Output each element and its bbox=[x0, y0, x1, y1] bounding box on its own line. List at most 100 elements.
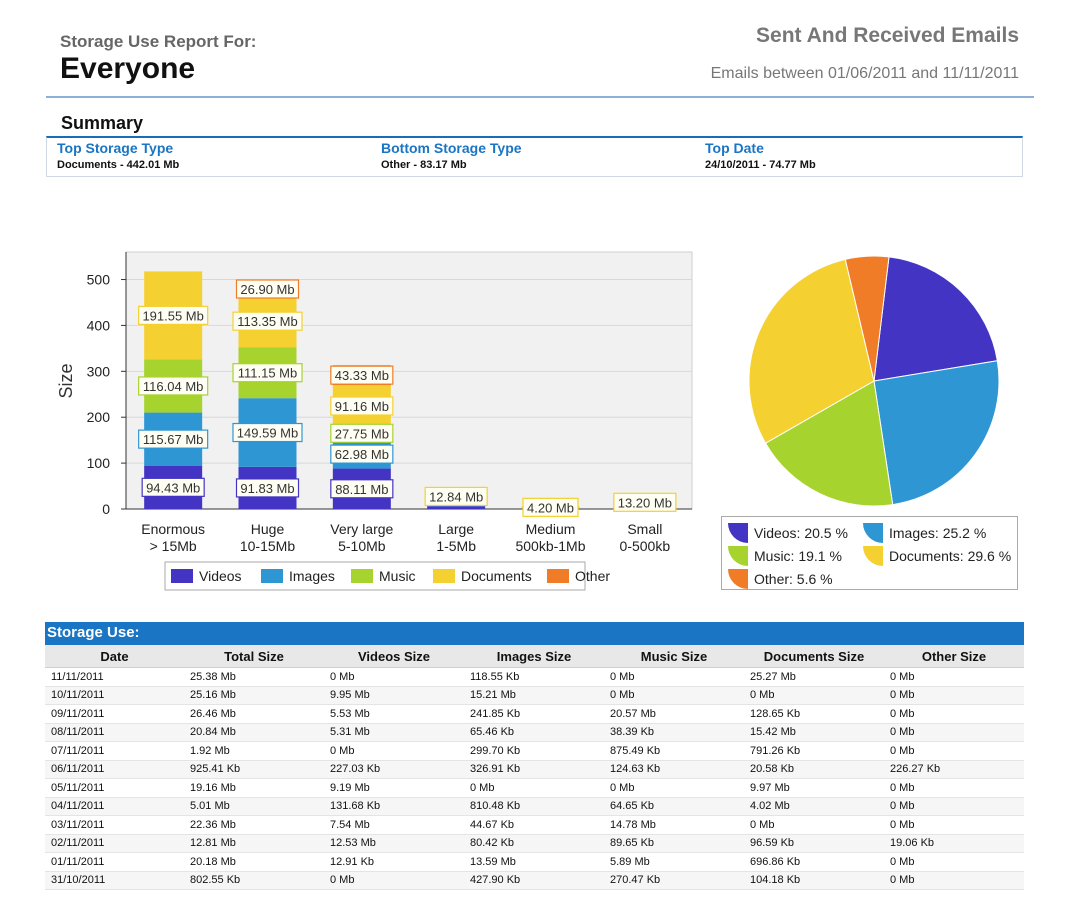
data-label-box bbox=[330, 423, 394, 443]
column-header: Images Size bbox=[464, 645, 604, 668]
table-cell: 0 Mb bbox=[744, 686, 884, 705]
table-cell: 11/11/2011 bbox=[45, 667, 184, 687]
x-tick-label: Large bbox=[438, 521, 474, 537]
table-cell: 925.41 Kb bbox=[184, 760, 324, 779]
table-cell: 791.26 Kb bbox=[744, 741, 884, 761]
table-cell: 0 Mb bbox=[884, 778, 1024, 798]
table-cell: 7.54 Mb bbox=[324, 815, 464, 835]
data-label-box bbox=[330, 396, 394, 416]
storage-use-heading: Storage Use: bbox=[45, 622, 1024, 645]
pie-legend-label: Other: 5.6 % bbox=[754, 571, 833, 587]
legend-label: Videos bbox=[199, 568, 242, 584]
table-cell: 89.65 Kb bbox=[604, 834, 744, 853]
pie-legend-item-documents: Documents: 29.6 % bbox=[863, 546, 1011, 566]
report-for-label: Storage Use Report For: bbox=[60, 32, 257, 51]
legend-label: Other bbox=[575, 568, 610, 584]
bar-legend bbox=[164, 561, 586, 591]
table-cell: 15.42 Mb bbox=[744, 723, 884, 742]
table-cell: 14.78 Mb bbox=[604, 815, 744, 835]
x-tick-label: > 15Mb bbox=[150, 538, 197, 554]
data-label-box bbox=[613, 492, 677, 512]
pie-legend-item-other: Other: 5.6 % bbox=[728, 569, 833, 589]
table-header-row: Date Total Size Videos Size Images Size Musi… bbox=[45, 645, 1024, 668]
y-tick-label: 400 bbox=[87, 317, 111, 333]
table-cell: 04/11/2011 bbox=[45, 797, 184, 816]
pie-legend-label: Images: 25.2 % bbox=[889, 525, 987, 541]
column-header: Videos Size bbox=[324, 645, 464, 668]
table-cell: 0 Mb bbox=[324, 741, 464, 761]
table-cell: 20.58 Kb bbox=[744, 760, 884, 779]
pie-swatch-icon bbox=[728, 546, 748, 566]
data-label: 91.83 Mb bbox=[240, 481, 294, 496]
storage-pie-chart bbox=[748, 255, 1000, 507]
table-cell: 05/11/2011 bbox=[45, 778, 184, 798]
table-cell: 241.85 Kb bbox=[464, 704, 604, 724]
pie-swatch-icon bbox=[863, 546, 883, 566]
summary-label: Top Date bbox=[705, 140, 764, 156]
data-label: 91.16 Mb bbox=[335, 399, 389, 414]
data-label-box bbox=[424, 486, 488, 507]
table-cell: 128.65 Kb bbox=[744, 704, 884, 724]
table-cell: 427.90 Kb bbox=[464, 871, 604, 890]
pie-slice bbox=[764, 380, 894, 507]
data-label-box bbox=[330, 365, 394, 385]
data-label: 26.90 Mb bbox=[240, 282, 294, 297]
summary-top-storage-type: Top Storage Type Documents - 442.01 Mb bbox=[57, 140, 179, 171]
table-row: 01/11/2011 20.18 Mb 12.91 Kb 13.59 Mb 5.89 M… bbox=[45, 852, 1024, 872]
column-header: Other Size bbox=[884, 645, 1024, 668]
table-cell: 131.68 Kb bbox=[324, 797, 464, 816]
summary-heading: Summary bbox=[61, 113, 144, 133]
table-cell: 0 Mb bbox=[464, 778, 604, 798]
legend-swatch bbox=[547, 569, 569, 583]
table-cell: 0 Mb bbox=[884, 704, 1024, 724]
x-tick-label: 1-5Mb bbox=[436, 538, 476, 554]
summary-label: Bottom Storage Type bbox=[381, 140, 522, 156]
table-cell: 0 Mb bbox=[324, 871, 464, 890]
table-cell: 19.16 Mb bbox=[184, 778, 324, 798]
table-cell: 299.70 Kb bbox=[464, 741, 604, 761]
summary-value: Other - 83.17 Mb bbox=[381, 159, 467, 171]
table-cell: 20.18 Mb bbox=[184, 852, 324, 872]
summary-value: 24/10/2011 - 74.77 Mb bbox=[705, 159, 816, 171]
data-label-box bbox=[232, 422, 303, 443]
table-cell: 326.91 Kb bbox=[464, 760, 604, 779]
pie-swatch-icon bbox=[728, 569, 748, 589]
table-cell: 31/10/2011 bbox=[45, 871, 184, 890]
summary-label: Top Storage Type bbox=[57, 140, 174, 156]
table-cell: 44.67 Kb bbox=[464, 815, 604, 835]
pie-slice bbox=[873, 256, 998, 382]
x-tick-label: Medium bbox=[526, 521, 576, 537]
data-label: 116.04 Mb bbox=[143, 379, 203, 394]
table-cell: 15.21 Mb bbox=[464, 686, 604, 705]
table-cell: 810.48 Kb bbox=[464, 797, 604, 816]
data-label: 149.59 Mb bbox=[237, 426, 298, 441]
data-label-box bbox=[235, 279, 300, 299]
x-tick-label: 0-500kb bbox=[620, 538, 671, 554]
table-cell: 0 Mb bbox=[884, 871, 1024, 890]
table-cell: 12.91 Kb bbox=[324, 852, 464, 872]
pie-legend-label: Videos: 20.5 % bbox=[754, 525, 848, 541]
table-cell: 06/11/2011 bbox=[45, 760, 184, 779]
table-cell: 0 Mb bbox=[884, 741, 1024, 761]
table-cell: 08/11/2011 bbox=[45, 723, 184, 742]
data-label: 62.98 Mb bbox=[335, 447, 389, 462]
table-cell: 0 Mb bbox=[744, 815, 884, 835]
table-cell: 0 Mb bbox=[604, 686, 744, 705]
table-cell: 104.18 Kb bbox=[744, 871, 884, 890]
storage-use-table: Date Total Size Videos Size Images Size Musi… bbox=[45, 645, 1024, 890]
summary-value: Documents - 442.01 Mb bbox=[57, 159, 180, 171]
data-label: 94.43 Mb bbox=[146, 480, 200, 495]
table-cell: 64.65 Kb bbox=[604, 797, 744, 816]
table-row: 04/11/2011 5.01 Mb 131.68 Kb 810.48 Kb 64.65… bbox=[45, 797, 1024, 816]
pie-legend-label: Documents: 29.6 % bbox=[889, 548, 1012, 564]
data-label: 113.35 Mb bbox=[237, 314, 297, 329]
pie-legend: Videos: 20.5 % Images: 25.2 % Music: 19.… bbox=[721, 516, 1018, 590]
table-cell: 01/11/2011 bbox=[45, 852, 184, 872]
table-cell: 9.95 Mb bbox=[324, 686, 464, 705]
table-cell: 09/11/2011 bbox=[45, 704, 184, 724]
header-divider bbox=[46, 96, 1034, 98]
data-label-box bbox=[235, 478, 300, 498]
table-cell: 696.86 Kb bbox=[744, 852, 884, 872]
pie-swatch-icon bbox=[863, 523, 883, 543]
table-row: 06/11/2011 925.41 Kb 227.03 Kb 326.91 Kb 124… bbox=[45, 760, 1024, 779]
